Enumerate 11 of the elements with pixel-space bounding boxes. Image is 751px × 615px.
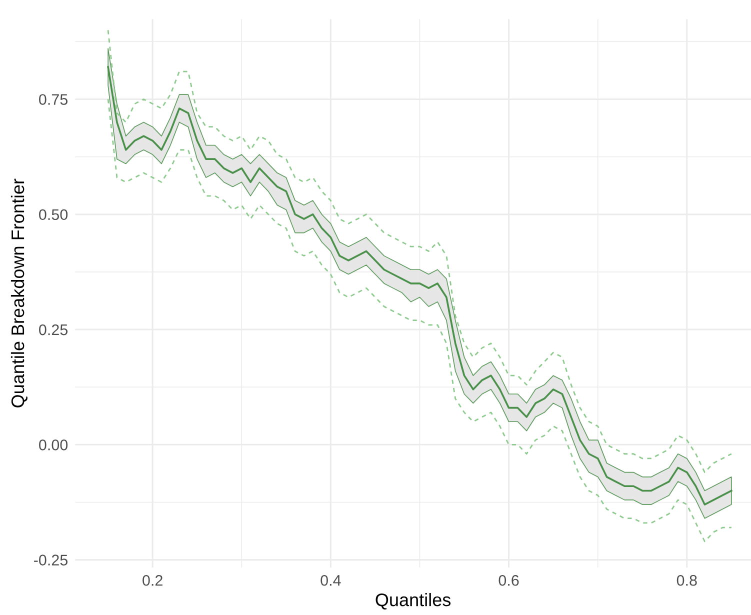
y-tick-label: -0.25 bbox=[34, 554, 68, 566]
y-tick-label: 0.00 bbox=[39, 440, 68, 450]
y-axis-title: Quantile Breakdown Frontier bbox=[10, 178, 28, 408]
x-tick-label: 0.4 bbox=[320, 574, 341, 586]
y-tick-label: 0.25 bbox=[39, 324, 68, 336]
x-tick-label: 0.6 bbox=[498, 574, 519, 586]
y-tick-label: 0.75 bbox=[39, 94, 68, 105]
y-tick-label: 0.50 bbox=[39, 209, 68, 220]
x-axis-title: Quantiles bbox=[376, 593, 451, 610]
x-tick-label: 0.8 bbox=[676, 574, 697, 586]
x-tick-label: 0.2 bbox=[142, 574, 162, 586]
